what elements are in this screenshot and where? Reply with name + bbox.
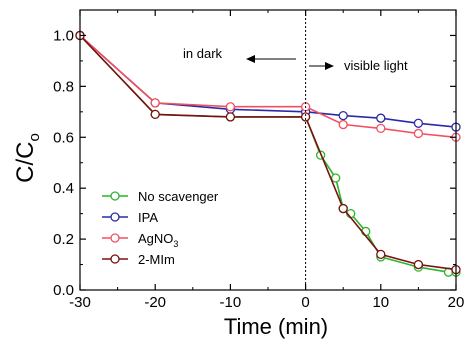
series-2 bbox=[75, 30, 461, 142]
visible-light-label: visible light bbox=[344, 58, 408, 73]
x-tick-label: 20 bbox=[448, 294, 465, 311]
data-point bbox=[150, 98, 160, 108]
series-layer bbox=[75, 30, 461, 277]
data-point bbox=[413, 259, 424, 270]
legend-swatch-marker bbox=[110, 191, 120, 201]
legend-entry-2: AgNO3 bbox=[102, 231, 178, 249]
data-point bbox=[376, 249, 386, 260]
y-axis-title-main: C/C bbox=[12, 142, 39, 183]
data-point bbox=[225, 112, 236, 122]
data-point bbox=[413, 118, 424, 128]
data-point bbox=[150, 109, 160, 120]
y-tick-label: 1.0 bbox=[53, 27, 74, 44]
legend-swatch-marker bbox=[110, 233, 120, 243]
data-point bbox=[300, 112, 311, 122]
x-tick-label: -20 bbox=[144, 294, 166, 311]
y-tick-label: 0.2 bbox=[53, 231, 74, 248]
legend-label: No scavenger bbox=[138, 189, 219, 204]
annotations: in dark visible light bbox=[183, 10, 408, 290]
legend-label: IPA bbox=[138, 210, 158, 225]
legend-label: 2-MIm bbox=[138, 252, 175, 267]
data-point bbox=[338, 110, 348, 121]
y-axis-title-sub: o bbox=[26, 133, 43, 141]
x-tick-label: -30 bbox=[69, 294, 91, 311]
x-tick-label: -10 bbox=[220, 294, 242, 311]
in-dark-arrow-head bbox=[246, 55, 255, 63]
data-point bbox=[225, 102, 236, 112]
series-line bbox=[79, 34, 457, 271]
data-point bbox=[331, 173, 341, 183]
data-point bbox=[338, 203, 348, 214]
y-tick-label: 0.8 bbox=[53, 78, 74, 95]
legend-swatch-marker bbox=[110, 212, 120, 222]
data-point bbox=[338, 119, 348, 130]
legend-swatch-marker bbox=[110, 254, 120, 264]
legend-entry-1: IPA bbox=[102, 210, 158, 225]
data-point bbox=[413, 128, 424, 139]
legend-label: AgNO3 bbox=[138, 231, 178, 249]
visible-light-arrow-head bbox=[325, 62, 334, 70]
legend-label-main: AgNO bbox=[138, 231, 173, 246]
y-tick-label: 0.0 bbox=[53, 282, 74, 299]
series-3 bbox=[75, 30, 461, 275]
y-axis-title: C/Co bbox=[12, 133, 43, 183]
x-axis-title: Time (min) bbox=[224, 314, 328, 339]
plot-frame bbox=[79, 9, 457, 291]
data-point bbox=[376, 113, 386, 123]
series-line bbox=[79, 34, 457, 139]
legend-label-sub: 3 bbox=[173, 239, 178, 249]
data-point bbox=[376, 123, 386, 134]
legend-entry-3: 2-MIm bbox=[102, 252, 175, 267]
x-tick-label: 0 bbox=[301, 294, 309, 311]
y-tick-label: 0.6 bbox=[53, 129, 74, 146]
x-tick-label: 10 bbox=[372, 294, 389, 311]
y-tick-label: 0.4 bbox=[53, 180, 74, 197]
legend: No scavenger IPA AgNO3 2-MIm bbox=[102, 189, 219, 267]
axes: -30 -20 -10 0 10 20 0.0 0.2 0.4 0.6 0.8 1.0 Time (mi… bbox=[12, 9, 465, 339]
series-line bbox=[79, 34, 457, 128]
in-dark-label: in dark bbox=[183, 46, 223, 61]
legend-entry-0: No scavenger bbox=[102, 189, 219, 204]
